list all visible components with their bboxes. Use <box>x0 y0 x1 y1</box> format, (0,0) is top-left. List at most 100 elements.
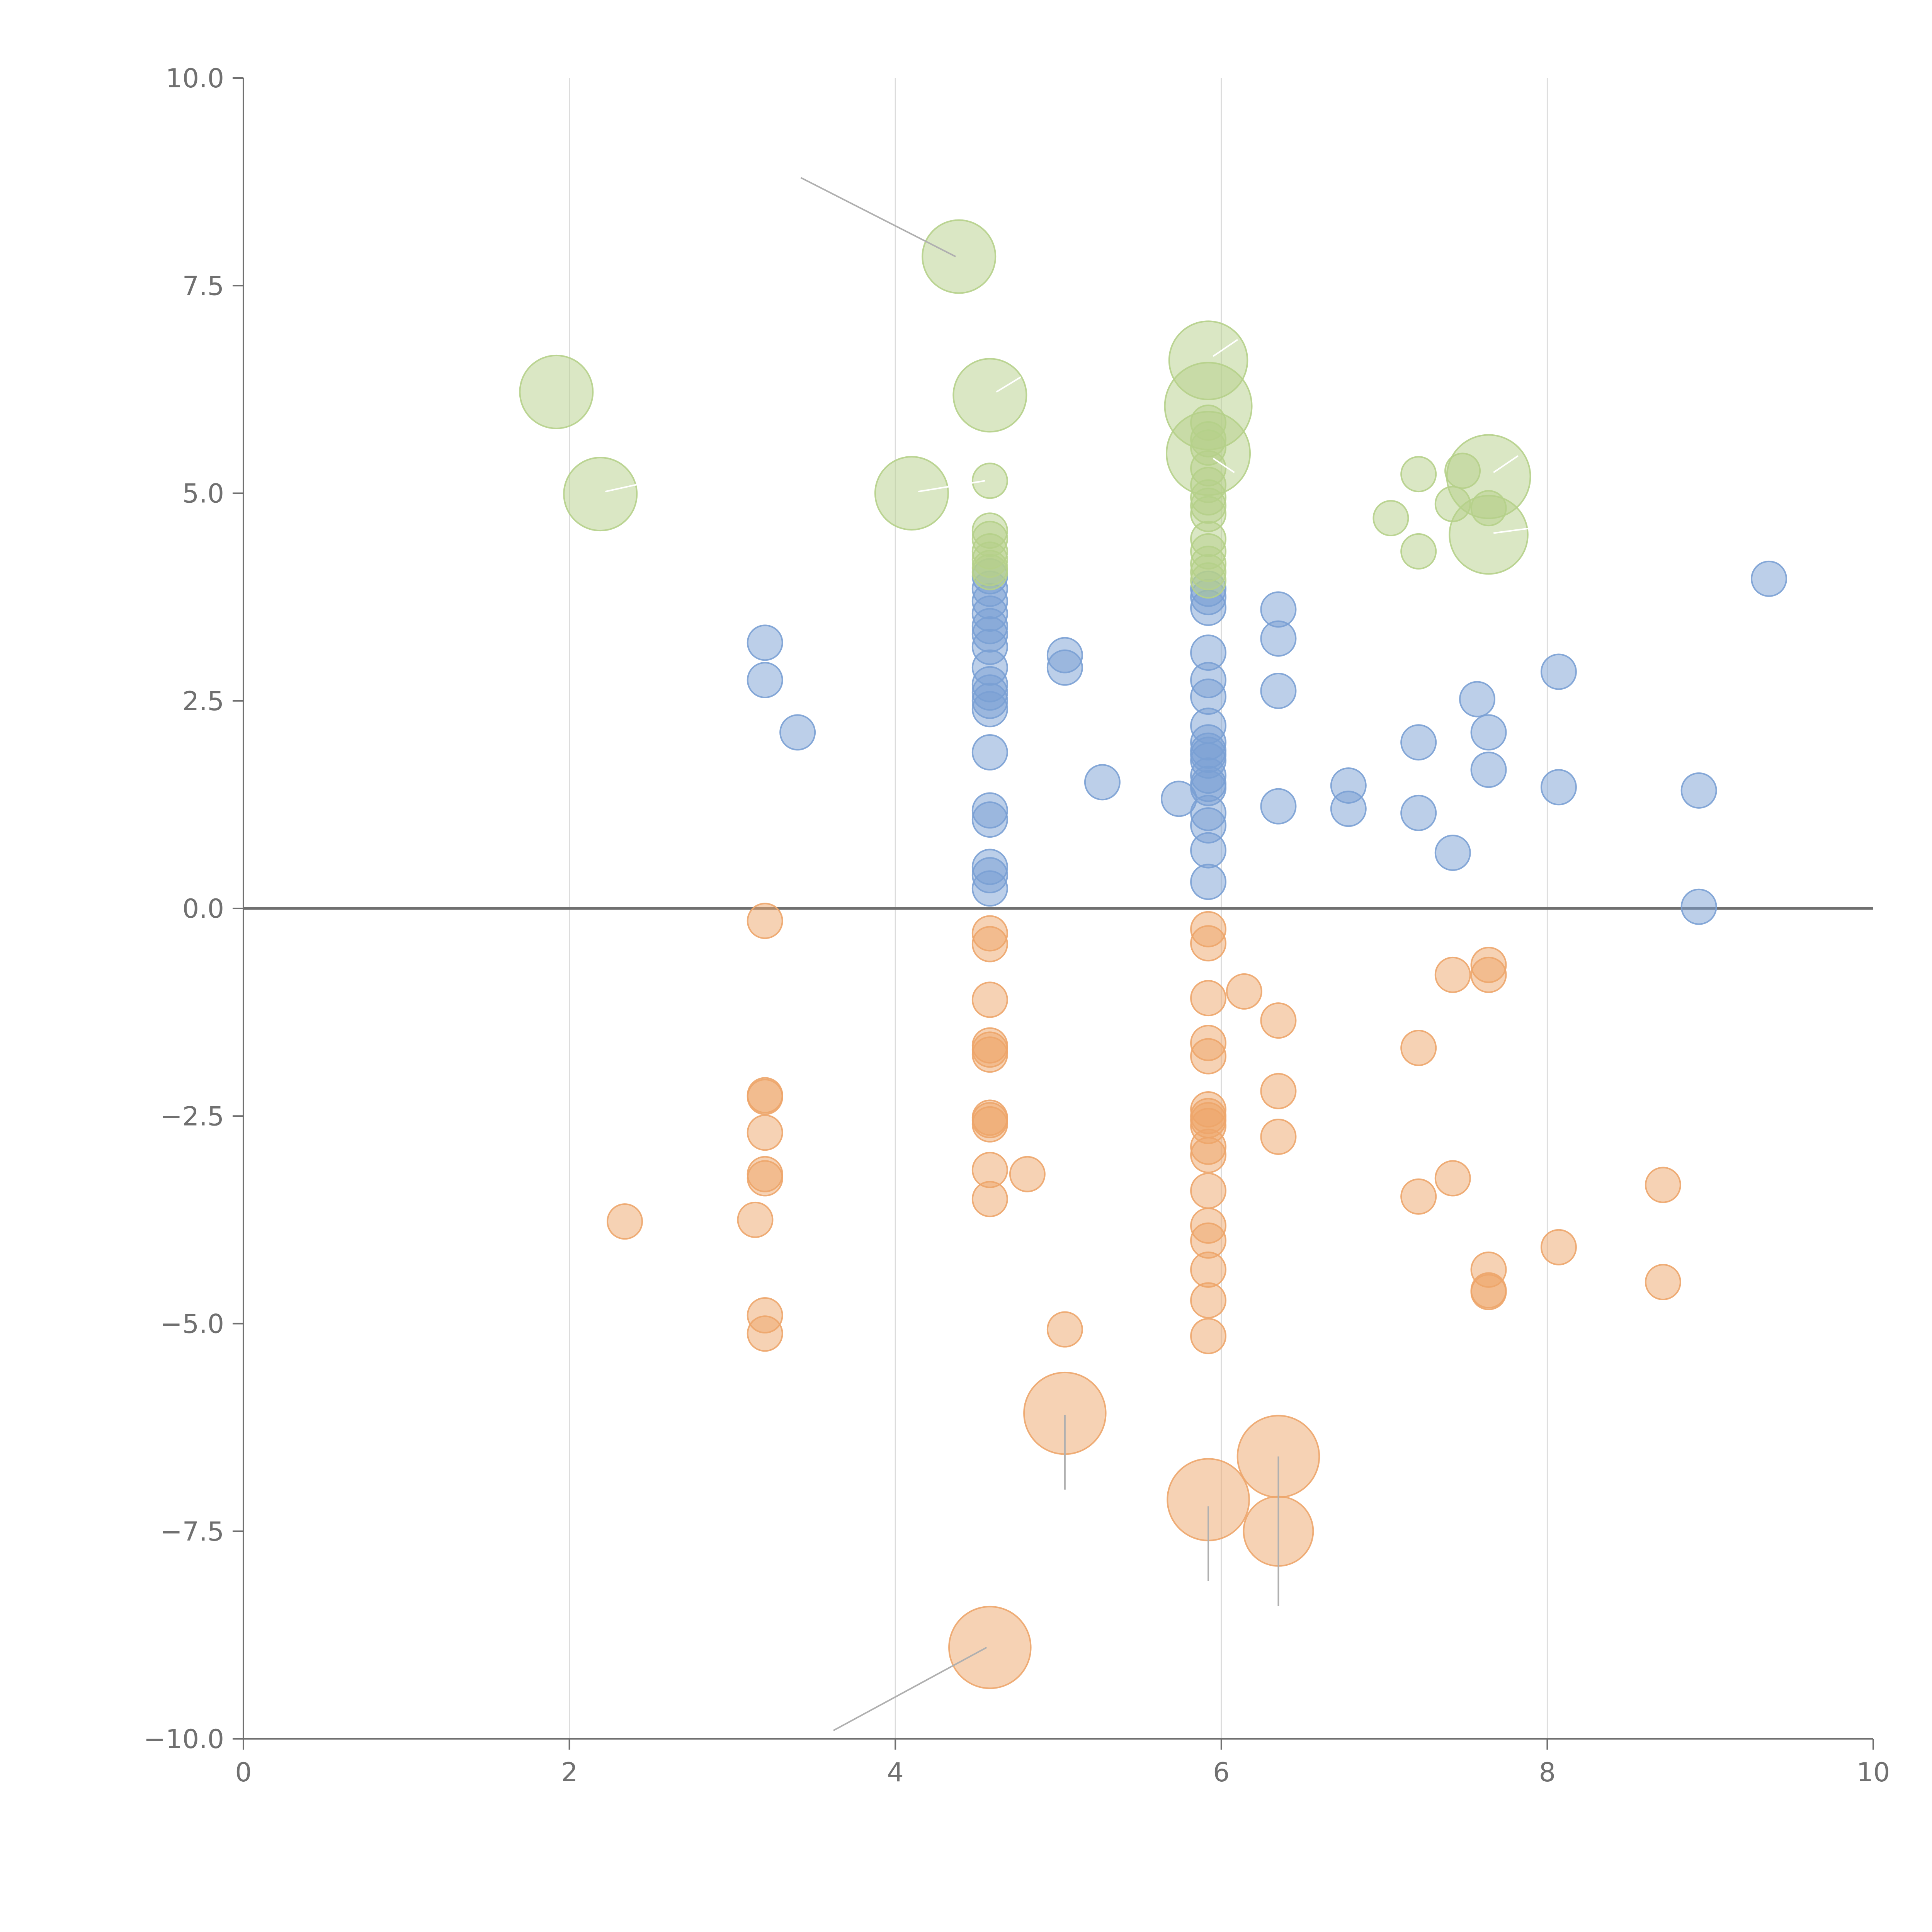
annotation-leader-line <box>1493 527 1531 534</box>
top-point <box>1190 562 1227 599</box>
negative-point <box>971 981 1008 1018</box>
positive-point <box>1190 832 1227 869</box>
top-point <box>971 554 1008 590</box>
negative-point <box>1434 1160 1471 1197</box>
top-point <box>874 456 949 531</box>
negative-point <box>747 1078 783 1115</box>
negative-point <box>1260 1073 1297 1109</box>
negative-point <box>971 1181 1008 1218</box>
top-point <box>1400 456 1437 493</box>
top-point <box>519 354 594 429</box>
negative-point <box>1190 1282 1227 1319</box>
positive-point <box>971 801 1008 838</box>
negative-point <box>1190 1318 1227 1354</box>
negative-point <box>1540 1229 1577 1265</box>
x-tick-label: 10 <box>1857 1757 1890 1788</box>
positive-point <box>1400 794 1437 831</box>
positive-point <box>1751 560 1787 597</box>
negative-point <box>1470 956 1507 993</box>
negative-point <box>747 1160 783 1197</box>
y-tick-label: −7.5 <box>160 1517 224 1547</box>
top-point <box>563 457 638 532</box>
axis-layer <box>233 77 1874 1750</box>
positive-point <box>1680 772 1717 809</box>
negative-point <box>1190 980 1227 1017</box>
top-point <box>971 463 1008 499</box>
negative-point <box>1190 1172 1227 1209</box>
positive-point <box>1470 752 1507 788</box>
y-tick-label: 7.5 <box>182 271 224 301</box>
top-point <box>1190 429 1227 466</box>
positive-point <box>779 714 816 751</box>
positive-point <box>1260 672 1297 709</box>
negative-point <box>1260 1118 1297 1155</box>
y-tick-label: 2.5 <box>182 686 224 717</box>
negative-point <box>1190 1038 1227 1075</box>
annotation-leader-line <box>996 376 1022 393</box>
x-tick-label: 0 <box>235 1757 252 1788</box>
annotation-leader-line <box>918 480 985 493</box>
points-layer <box>519 219 1787 1689</box>
y-tick-label: 0.0 <box>182 894 224 924</box>
negative-point <box>971 1027 1008 1064</box>
negative-point <box>948 1605 1032 1689</box>
positive-point <box>1540 653 1577 690</box>
negative-point <box>747 1114 783 1151</box>
negative-point <box>1645 1264 1681 1301</box>
annotation-leader-line <box>800 177 956 257</box>
x-tick-label: 8 <box>1539 1757 1556 1788</box>
positive-point <box>1540 769 1577 806</box>
positive-point <box>971 734 1008 770</box>
annotation-leader-line <box>833 1646 987 1731</box>
positive-point <box>1046 649 1083 686</box>
negative-point <box>1190 1251 1227 1288</box>
positive-point <box>971 691 1008 728</box>
negative-point <box>607 1203 643 1240</box>
top-point <box>1372 500 1409 536</box>
positive-point <box>747 662 783 699</box>
annotation-leader-line <box>605 482 643 493</box>
top-point <box>1470 490 1507 527</box>
negative-point <box>1226 973 1262 1010</box>
positive-point <box>747 624 783 661</box>
negative-point <box>1190 1137 1227 1173</box>
y-tick-label: −2.5 <box>160 1101 224 1132</box>
negative-point <box>1645 1167 1681 1203</box>
negative-point <box>1009 1156 1046 1192</box>
negative-point <box>737 1201 774 1238</box>
positive-point <box>1330 791 1367 827</box>
negative-point <box>747 1315 783 1352</box>
positive-point <box>1260 620 1297 657</box>
x-tick-label: 4 <box>887 1757 904 1788</box>
top-point <box>1400 533 1437 570</box>
top-point <box>922 219 997 294</box>
y-tick-label: −10.0 <box>144 1724 224 1755</box>
positive-point <box>971 870 1008 907</box>
positive-point <box>1260 788 1297 825</box>
negative-point <box>1400 1030 1437 1066</box>
positive-point <box>1084 764 1121 801</box>
negative-point <box>971 1102 1008 1138</box>
y-tick-label: 5.0 <box>182 479 224 509</box>
negative-point <box>1260 1002 1297 1039</box>
leader-layer <box>605 177 1531 1731</box>
negative-point <box>1046 1311 1083 1348</box>
x-tick-label: 2 <box>561 1757 578 1788</box>
negative-point <box>1190 925 1227 962</box>
negative-point <box>971 926 1008 963</box>
negative-point <box>1190 1098 1227 1134</box>
negative-point <box>747 903 783 939</box>
y-tick-label: 10.0 <box>166 63 224 94</box>
positive-point <box>1190 770 1227 806</box>
annotation-leader-line <box>1213 457 1235 473</box>
positive-point <box>1680 888 1717 925</box>
negative-point <box>1470 1274 1507 1310</box>
positive-point <box>1470 714 1507 751</box>
annotation-leader-line <box>1213 339 1238 357</box>
positive-point <box>1190 864 1227 900</box>
annotation-leader-line <box>1493 455 1519 473</box>
x-tick-label: 6 <box>1213 1757 1230 1788</box>
positive-point <box>1459 681 1496 718</box>
